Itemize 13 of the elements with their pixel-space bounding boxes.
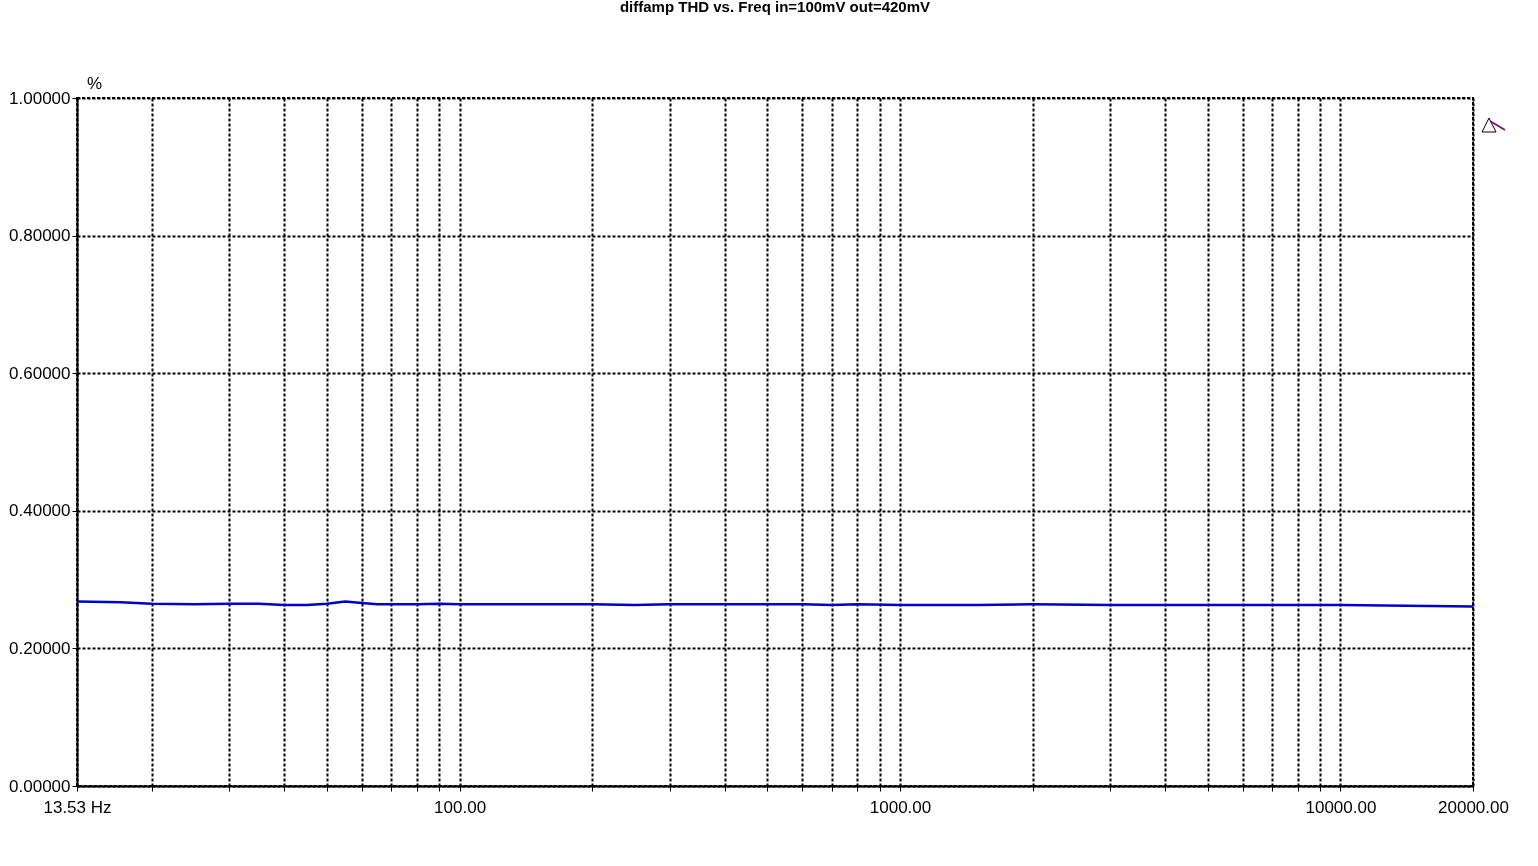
y-tick-label: 0.80000: [9, 226, 71, 246]
chart-title: diffamp THD vs. Freq in=100mV out=420mV: [619, 0, 931, 15]
x-tick-label: 10000.00: [1305, 797, 1377, 817]
x-tick-label: 100.00: [434, 797, 487, 817]
y-tick-label: 1.00000: [9, 88, 71, 108]
x-tick-label: 13.53 Hz: [43, 797, 112, 817]
y-tick-label: 0.60000: [9, 363, 71, 383]
y-tick-label: 0.00000: [9, 776, 71, 796]
x-tick-label: 1000.00: [869, 797, 932, 817]
y-tick-label: 0.20000: [9, 638, 71, 658]
y-axis-title: %: [87, 74, 103, 94]
x-tick-label: 20000.00: [1438, 797, 1509, 817]
y-tick-label: 0.40000: [9, 501, 71, 521]
